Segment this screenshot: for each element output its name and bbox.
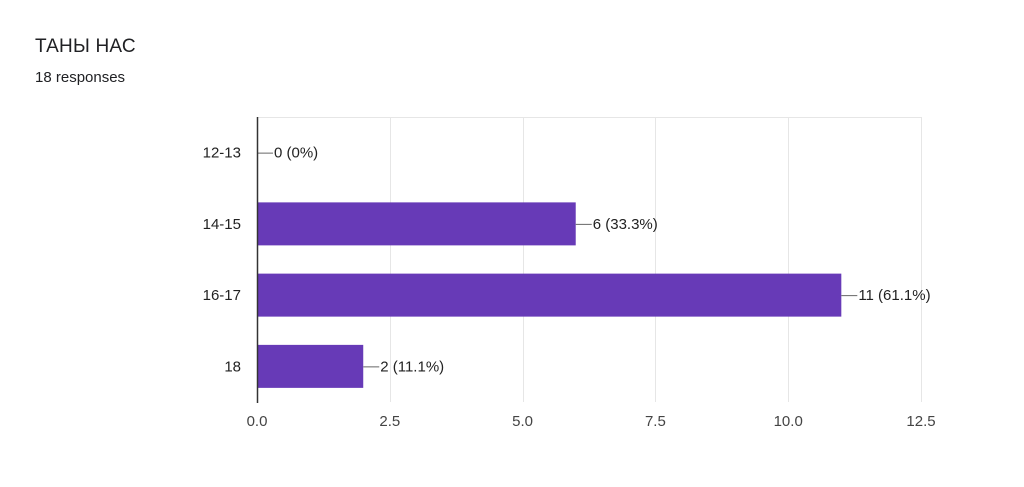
- bar-2: [257, 273, 842, 317]
- category-label-3: 18: [224, 358, 241, 375]
- x-tick-label-2: 5.0: [512, 413, 533, 430]
- x-tick-label-4: 10.0: [774, 413, 803, 430]
- x-tick-label-5: 12.5: [906, 413, 935, 430]
- data-label-2: 11 (61.1%): [858, 287, 930, 304]
- x-tick-label-0: 0.0: [247, 413, 268, 430]
- category-label-2: 16-17: [203, 287, 241, 304]
- question-title: ТАНЫ НАС: [35, 36, 136, 57]
- category-label-1: 14-15: [203, 216, 241, 233]
- x-tick-label-3: 7.5: [645, 413, 666, 430]
- data-label-1: 6 (33.3%): [593, 216, 658, 233]
- data-label-3: 2 (11.1%): [380, 358, 444, 375]
- category-label-0: 12-13: [203, 145, 241, 162]
- bar-1: [257, 202, 576, 246]
- bar-3: [257, 344, 364, 388]
- x-tick-label-1: 2.5: [379, 413, 400, 430]
- responses-count: 18 responses: [35, 69, 126, 86]
- data-label-0: 0 (0%): [274, 145, 318, 162]
